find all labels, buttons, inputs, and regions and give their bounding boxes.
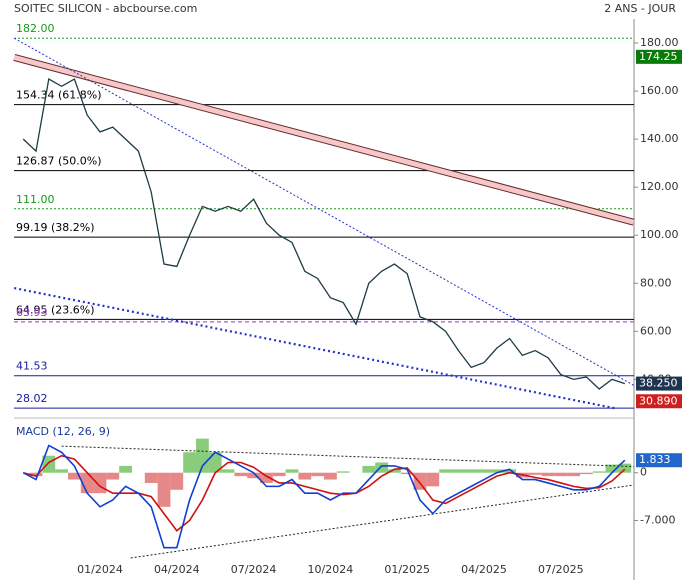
- trend-line: [14, 286, 615, 410]
- series-line: [22, 454, 626, 532]
- trend-line: [61, 445, 634, 468]
- histogram-bar: [311, 472, 324, 477]
- histogram-bar: [208, 452, 222, 473]
- histogram-bar: [605, 464, 619, 473]
- y-tick-label: 140.00: [640, 132, 679, 145]
- series-line: [22, 444, 626, 549]
- y-tick-label: 0: [640, 466, 647, 479]
- histogram-bar: [400, 472, 414, 475]
- histogram-bar: [119, 465, 132, 473]
- trend-line: [130, 484, 634, 559]
- histogram-bar: [439, 469, 452, 473]
- y-tick-label: 60.00: [640, 324, 672, 337]
- price-badge: [636, 49, 682, 64]
- level-label: 28.02: [16, 392, 48, 405]
- histogram-bar: [93, 472, 107, 494]
- x-tick-label: 10/2024: [308, 563, 354, 576]
- histogram-bar: [298, 472, 312, 480]
- histogram-bar: [567, 472, 580, 477]
- histogram-bar: [68, 472, 81, 480]
- series-line: [22, 78, 626, 390]
- histogram-bar: [618, 463, 632, 473]
- x-tick-label: 01/2025: [384, 563, 430, 576]
- price-badge-label: 174.25: [639, 50, 678, 63]
- histogram-bar: [183, 452, 196, 473]
- level-label: 154.34 (61.8%): [16, 89, 102, 102]
- price-badge-label: 1.833: [639, 453, 671, 466]
- histogram-bar: [55, 469, 68, 473]
- histogram-bar: [503, 469, 516, 473]
- histogram-bar: [324, 472, 337, 480]
- histogram-bar: [106, 472, 120, 480]
- histogram-bar: [196, 438, 209, 473]
- histogram-bar: [528, 472, 542, 475]
- level-label: 64.95 (23.6%): [16, 303, 95, 316]
- histogram-bar: [477, 469, 491, 473]
- price-badge: [636, 453, 682, 468]
- level-label: 99.19 (38.2%): [16, 221, 95, 234]
- level-label: 126.87 (50.0%): [16, 155, 102, 168]
- y-tick-label: -7.000: [640, 513, 675, 526]
- x-tick-label: 07/2025: [538, 563, 584, 576]
- histogram-bar: [452, 469, 465, 473]
- y-tick-label: 180.00: [640, 36, 679, 49]
- histogram-bar: [592, 471, 606, 473]
- histogram-bar: [388, 469, 401, 473]
- histogram-bar: [336, 471, 350, 473]
- histogram-bar: [234, 472, 248, 477]
- histogram-bar: [272, 472, 286, 477]
- level-label: 182.00: [16, 22, 55, 35]
- histogram-bar: [554, 472, 568, 477]
- histogram-bar: [362, 465, 376, 473]
- price-badge: [636, 394, 682, 409]
- price-badge: [636, 376, 682, 391]
- histogram-bar: [157, 472, 171, 507]
- histogram-bar: [144, 472, 158, 483]
- y-tick-label: 120.00: [640, 180, 679, 193]
- level-label: 63.93: [16, 306, 48, 319]
- histogram-bar: [285, 469, 299, 473]
- histogram-bar: [426, 472, 440, 487]
- histogram-bar: [247, 472, 260, 479]
- histogram-bar: [490, 469, 504, 473]
- y-tick-label: 80.00: [640, 276, 672, 289]
- histogram-bar: [29, 472, 43, 477]
- header-period: 2 ANS - JOUR: [604, 2, 676, 15]
- histogram-bar: [413, 472, 427, 490]
- histogram-bar: [170, 472, 184, 490]
- histogram-bar: [221, 469, 235, 473]
- x-tick-label: 04/2025: [461, 563, 507, 576]
- x-tick-label: 04/2024: [154, 563, 200, 576]
- histogram-bar: [541, 472, 555, 477]
- price-badge-label: 38.250: [639, 377, 678, 390]
- price-badge-label: 30.890: [639, 394, 678, 407]
- histogram-bar: [580, 472, 593, 475]
- level-label: 41.53: [16, 360, 48, 373]
- x-tick-label: 07/2024: [231, 563, 277, 576]
- y-tick-label: 160.00: [640, 84, 679, 97]
- x-tick-label: 01/2024: [77, 563, 123, 576]
- histogram-bar: [260, 472, 273, 483]
- y-tick-label: 100.00: [640, 228, 679, 241]
- trend-channel-fill: [13, 55, 635, 225]
- panel-title: MACD (12, 26, 9): [16, 425, 110, 438]
- header-title: SOITEC SILICON - abcbourse.com: [14, 2, 197, 15]
- histogram-bar: [464, 469, 478, 473]
- histogram-bar: [375, 462, 388, 473]
- level-label: 111.00: [16, 193, 55, 206]
